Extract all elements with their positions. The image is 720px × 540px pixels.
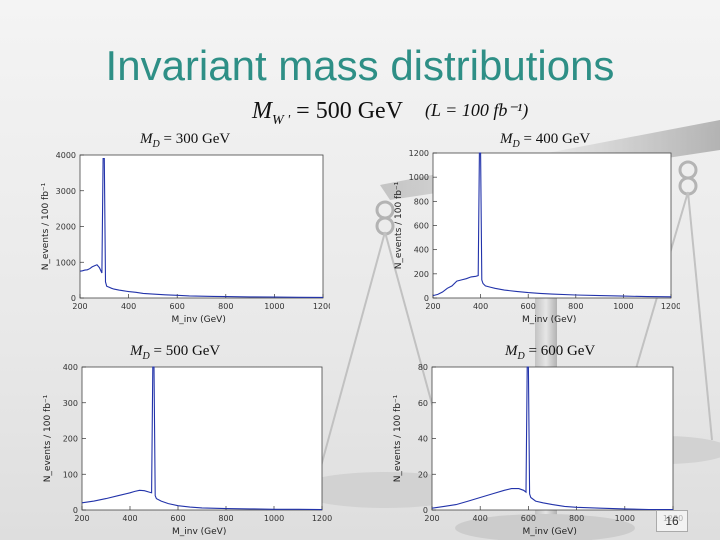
plot-area (431, 366, 674, 511)
x-tick-label: 1000 (615, 514, 635, 523)
chart-svg: MD = 300 GeV 200 400 600 800 1000 1200 0 1000 200… (41, 131, 330, 325)
plot-area (79, 154, 324, 299)
y-tick-label: 800 (414, 197, 429, 206)
y-tick-label: 1000 (56, 258, 76, 267)
y-tick-label: 300 (63, 399, 78, 408)
chart-title: MD = 300 GeV (139, 131, 230, 150)
chart-panel-md300: MD = 300 GeV 200 400 600 800 1000 1200 0 1000 200… (30, 125, 330, 330)
x-axis-label: M_inv (GeV) (172, 315, 226, 325)
formula-lhs: M (252, 98, 272, 124)
series-line (81, 366, 323, 511)
x-tick-label: 600 (170, 302, 185, 311)
chart-title: MD = 600 GeV (504, 343, 595, 362)
formula-rhs: = 500 GeV (290, 98, 404, 124)
y-tick-label: 60 (418, 399, 428, 408)
x-axis-label: M_inv (GeV) (523, 527, 577, 537)
slide-title: Invariant mass distributions (105, 42, 615, 89)
x-tick-label: 200 (74, 514, 89, 523)
y-tick-label: 20 (418, 470, 428, 479)
chart-panel-md600: MD = 600 GeV2004006008001000120002040608… (385, 337, 685, 540)
x-tick-label: 800 (569, 514, 584, 523)
y-tick-label: 600 (414, 222, 429, 231)
x-tick-label: 200 (72, 302, 87, 311)
x-tick-label: 400 (122, 514, 137, 523)
luminosity-label: (L = 100 fb⁻¹) (425, 100, 529, 120)
y-axis-label: N_events / 100 fb⁻¹ (41, 182, 51, 270)
y-tick-label: 0 (423, 506, 428, 515)
y-tick-label: 200 (63, 435, 78, 444)
x-tick-label: 1000 (264, 514, 284, 523)
x-tick-label: 800 (218, 514, 233, 523)
y-axis-label: N_events / 100 fb⁻¹ (394, 181, 404, 269)
y-axis-label: N_events / 100 fb⁻¹ (43, 394, 53, 482)
x-tick-label: 1000 (613, 302, 633, 311)
plot-area (432, 152, 672, 299)
main-formula: MW ' = 500 GeV (252, 98, 403, 129)
y-tick-label: 0 (71, 294, 76, 303)
y-tick-label: 400 (63, 363, 78, 372)
chart-panel-md400: MD = 400 GeV 200 400 600 800 1000 1200 0 200 400 6… (385, 125, 680, 330)
y-tick-label: 4000 (56, 151, 76, 160)
y-tick-label: 80 (418, 363, 428, 372)
page-number: 16 (656, 510, 688, 532)
y-tick-label: 1200 (409, 149, 429, 158)
y-tick-label: 2000 (56, 223, 76, 232)
y-tick-label: 400 (414, 246, 429, 255)
x-tick-label: 1000 (264, 302, 284, 311)
y-tick-label: 200 (414, 270, 429, 279)
chart-title: MD = 400 GeV (499, 131, 590, 150)
x-tick-label: 200 (425, 302, 440, 311)
x-tick-label: 800 (568, 302, 583, 311)
y-tick-label: 100 (63, 470, 78, 479)
x-tick-label: 600 (521, 514, 536, 523)
x-tick-label: 400 (473, 514, 488, 523)
chart-svg: MD = 500 GeV 200 400 600 800 1000 1200 0 100 200 3… (43, 343, 332, 537)
x-axis-label: M_inv (GeV) (172, 527, 226, 537)
x-tick-label: 1200 (313, 302, 330, 311)
chart-panel-md500: MD = 500 GeV 200 400 600 800 1000 1200 0 100 200 3… (30, 337, 335, 540)
x-axis-label: M_inv (GeV) (522, 315, 576, 325)
x-tick-label: 1200 (661, 302, 680, 311)
series-line (432, 152, 672, 298)
x-tick-label: 1200 (312, 514, 332, 523)
x-tick-label: 600 (521, 302, 536, 311)
y-tick-label: 40 (418, 435, 428, 444)
y-tick-label: 1000 (409, 173, 429, 182)
y-tick-label: 3000 (56, 187, 76, 196)
chart-title: MD = 500 GeV (129, 343, 220, 362)
series-line (431, 366, 674, 511)
y-axis-label: N_events / 100 fb⁻¹ (393, 394, 403, 482)
x-tick-label: 400 (121, 302, 136, 311)
plot-area (81, 366, 323, 511)
y-tick-label: 0 (424, 294, 429, 303)
x-tick-label: 200 (424, 514, 439, 523)
chart-svg: MD = 600 GeV2004006008001000120002040608… (393, 343, 683, 537)
x-tick-label: 400 (473, 302, 488, 311)
formula-lhs-subscript: W ' (272, 112, 291, 128)
x-tick-label: 800 (218, 302, 233, 311)
x-tick-label: 600 (170, 514, 185, 523)
y-tick-label: 0 (73, 506, 78, 515)
series-line (79, 158, 324, 298)
